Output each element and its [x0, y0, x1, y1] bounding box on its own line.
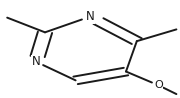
Text: O: O — [154, 80, 163, 90]
Text: N: N — [86, 10, 94, 23]
Text: N: N — [32, 55, 40, 68]
